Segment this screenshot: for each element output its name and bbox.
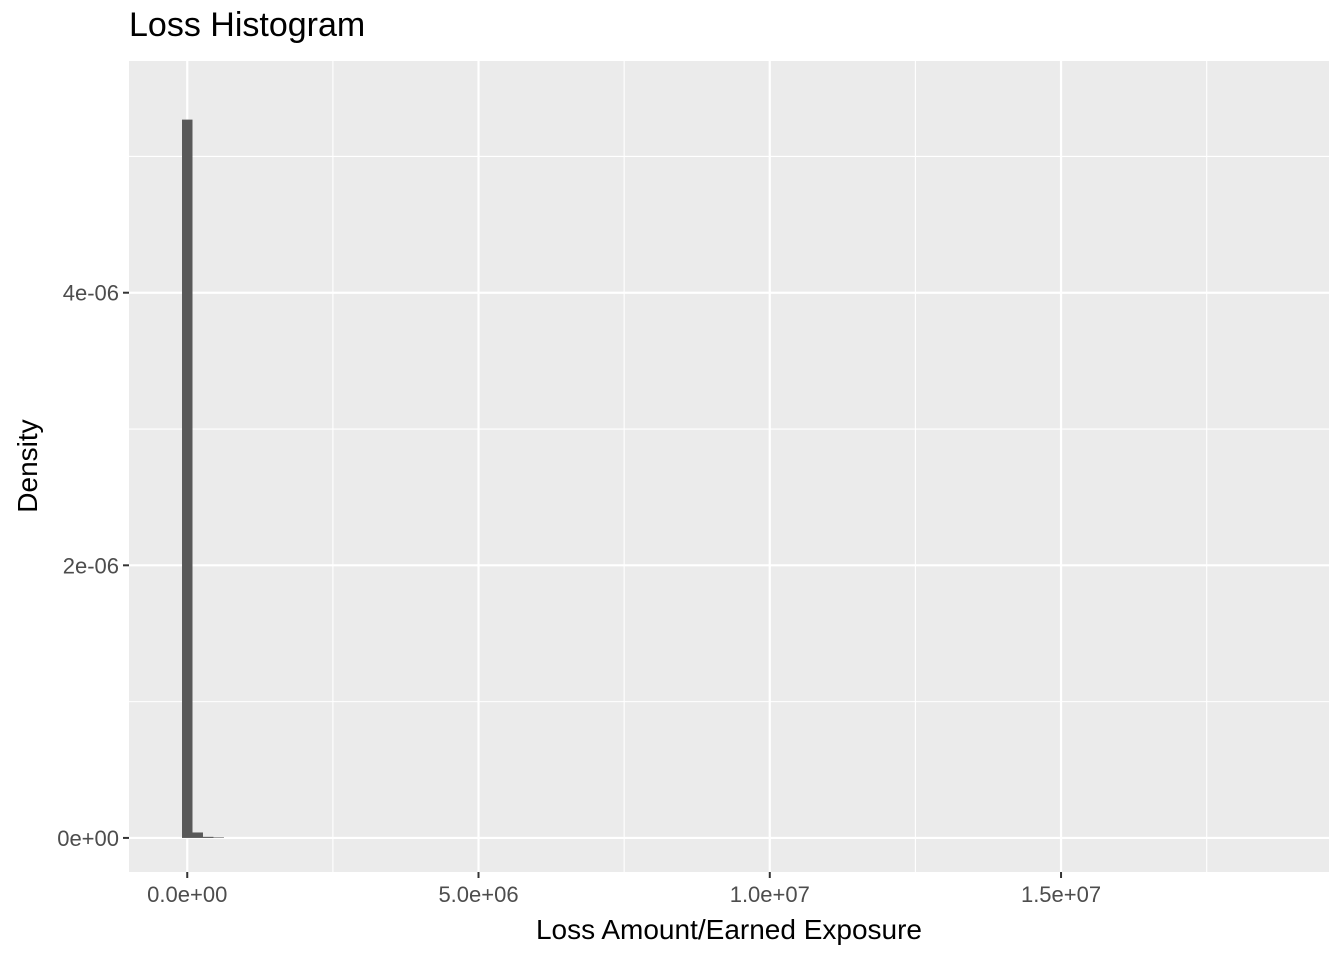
x-axis-label: Loss Amount/Earned Exposure bbox=[536, 914, 922, 945]
chart-title: Loss Histogram bbox=[129, 6, 366, 44]
histogram-bars bbox=[182, 119, 224, 838]
histogram-bar bbox=[202, 836, 214, 838]
y-tick-label: 2e-06 bbox=[63, 553, 119, 578]
histogram-bar bbox=[213, 837, 224, 838]
x-tick-label: 1.0e+07 bbox=[730, 882, 810, 907]
y-tick-label: 4e-06 bbox=[63, 281, 119, 306]
y-axis-label: Density bbox=[12, 419, 43, 512]
y-axis: 0e+00 2e-06 4e-06 bbox=[57, 281, 129, 851]
grid-major bbox=[129, 61, 1329, 872]
plot-panel bbox=[129, 61, 1329, 872]
y-tick-label: 0e+00 bbox=[57, 826, 119, 851]
x-tick-label: 5.0e+06 bbox=[438, 882, 518, 907]
x-tick-label: 0.0e+00 bbox=[147, 882, 227, 907]
x-tick-label: 1.5e+07 bbox=[1021, 882, 1101, 907]
histogram-bar bbox=[182, 119, 193, 838]
histogram-bar bbox=[192, 832, 203, 838]
x-axis: 0.0e+00 5.0e+06 1.0e+07 1.5e+07 bbox=[147, 872, 1101, 907]
grid-minor bbox=[129, 61, 1329, 872]
